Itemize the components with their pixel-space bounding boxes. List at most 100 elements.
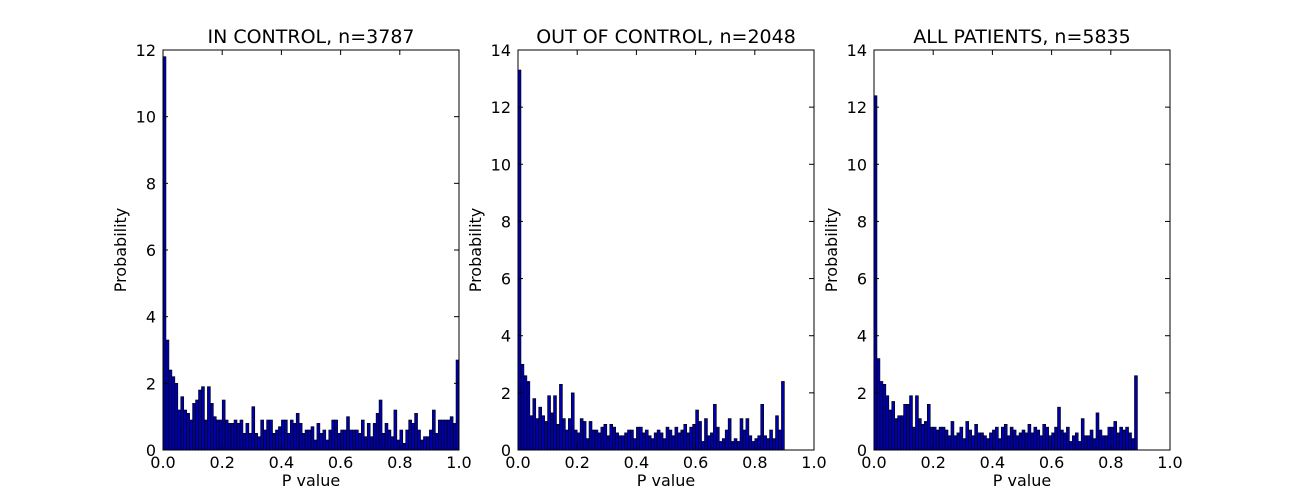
bar [257,436,261,451]
bar [402,443,407,451]
bar [198,389,202,451]
bar [358,433,362,451]
x-tick-label: 0.8 [1098,453,1123,472]
bar [568,418,572,451]
bar [352,429,356,451]
bar [671,435,676,451]
x-tick-label: 0.0 [861,453,886,472]
bar [426,436,430,451]
bar [1128,432,1132,451]
bar [926,403,931,451]
bar [621,435,625,451]
bar [343,429,347,451]
bar [760,403,764,451]
bar [287,433,291,451]
bar [736,441,741,451]
bar [674,426,679,451]
bar [650,438,655,451]
bar [781,381,785,451]
bar [180,396,185,451]
bar [582,421,587,451]
bar [316,423,321,451]
bar [544,421,548,451]
bar [668,429,673,451]
bar [597,432,602,451]
x-tick-label: 0.4 [624,453,649,472]
y-tick-label: 2 [146,374,156,393]
y-axis-label: Probability [111,208,130,293]
bar [174,383,179,451]
bar [721,438,726,451]
bar [369,436,374,451]
bar [177,409,182,451]
bar [665,426,670,451]
bar [523,375,528,451]
bar [772,438,776,451]
bar [1131,438,1135,451]
bar [289,419,294,451]
bar [727,418,732,451]
bar [186,413,190,451]
bar [248,433,253,451]
bar [644,429,649,451]
bar [609,423,614,451]
bar [769,429,773,451]
bar [1033,426,1038,451]
bar [885,395,890,451]
bar [236,423,241,451]
bar [562,418,566,451]
bar [686,432,690,451]
bar [221,399,226,451]
x-tick-label: 0.6 [1039,453,1064,472]
bar [995,426,999,451]
chart-panel-2: 0.0 0.2 0.4 0.6 0.8 1.0 0 2 4 6 8 10 12 14 OUT OF CONT… [466,26,827,490]
bar [585,438,590,451]
bar [600,426,605,451]
bar [1015,435,1020,451]
bar [739,418,744,451]
bar [535,418,540,451]
x-tick-label: 1.0 [801,453,826,472]
bar [716,426,720,451]
bar [1054,426,1058,451]
bar [387,429,392,451]
bar [627,429,631,451]
y-axis-label: Probability [822,208,841,293]
bar [322,429,327,451]
bar [912,426,916,451]
bar [538,406,542,451]
bar [266,419,270,451]
bar [227,423,232,451]
bar [443,419,448,451]
bar [962,438,967,451]
bar [876,358,881,451]
bar [980,432,984,451]
bar [778,429,782,451]
bar [713,403,717,451]
bar [1036,429,1041,451]
bar [298,423,303,451]
bar [372,423,377,451]
bar [168,369,173,451]
bar [381,433,386,451]
x-tick-label: 0.2 [564,453,589,472]
bar [328,429,333,451]
y-tick-label: 12 [847,98,867,117]
bar [894,418,898,451]
x-axis-label: P value [637,471,695,490]
bar [683,423,688,451]
bar [662,438,667,451]
bar [384,423,389,451]
bar [903,403,907,451]
bar [1116,432,1120,451]
y-axis-label: Probability [466,208,485,293]
bar [242,433,247,451]
bar [171,376,176,451]
bar [748,435,753,451]
bar [965,421,970,451]
bar [304,429,309,451]
bar [239,419,244,451]
bar [245,423,250,451]
bar [618,435,622,451]
bar [730,441,735,451]
